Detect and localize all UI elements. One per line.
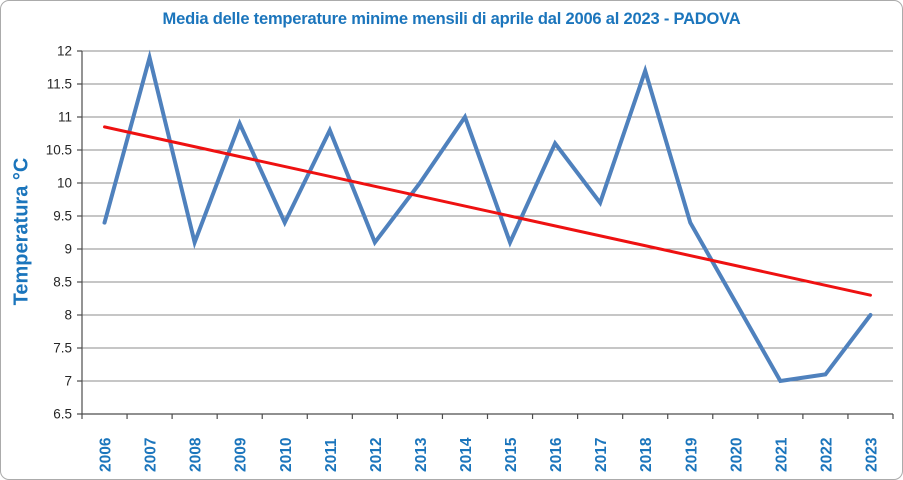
y-tick-label: 8: [64, 308, 72, 323]
y-tick-label: 10: [57, 176, 72, 191]
x-tick-label-2010: 2010: [278, 438, 295, 472]
x-tick-label-2015: 2015: [503, 437, 520, 472]
x-tick-label-2023: 2023: [863, 437, 880, 472]
y-tick-label: 11.5: [47, 77, 72, 92]
y-tick-label: 7.5: [53, 341, 72, 356]
chart-title: Media delle temperature minime mensili d…: [162, 10, 741, 28]
x-tick-label-2017: 2017: [593, 438, 610, 472]
x-tick-label-2022: 2022: [818, 438, 835, 472]
x-tick-label-2019: 2019: [683, 437, 700, 472]
trend-line: [103, 125, 872, 297]
x-tick-label-2007: 2007: [143, 438, 160, 472]
x-tick-label-2011: 2011: [323, 438, 340, 472]
y-tick-label: 9: [64, 242, 72, 257]
y-tick-label: 11: [58, 110, 72, 125]
x-tick-label-2020: 2020: [728, 438, 745, 472]
y-tick-label: 10.5: [46, 143, 72, 158]
x-tick-label-2014: 2014: [458, 437, 475, 472]
y-tick-label: 8.5: [53, 275, 72, 290]
y-tick-label: 6.5: [53, 407, 72, 422]
x-tick-label-2018: 2018: [638, 437, 655, 472]
x-tick-label-2021: 2021: [773, 437, 790, 472]
x-tick-label-2008: 2008: [188, 437, 205, 472]
y-tick-label: 9.5: [53, 209, 72, 224]
x-tick-label-2012: 2012: [368, 438, 385, 472]
x-tick-label-2016: 2016: [548, 437, 565, 472]
x-tick-label-2006: 2006: [98, 437, 115, 472]
x-tick-label-2013: 2013: [413, 437, 430, 472]
temperature-line: [102, 49, 873, 384]
x-tick-label-2009: 2009: [233, 437, 250, 472]
y-tick-label: 12: [57, 44, 72, 59]
y-tick-label: 7: [64, 374, 72, 389]
